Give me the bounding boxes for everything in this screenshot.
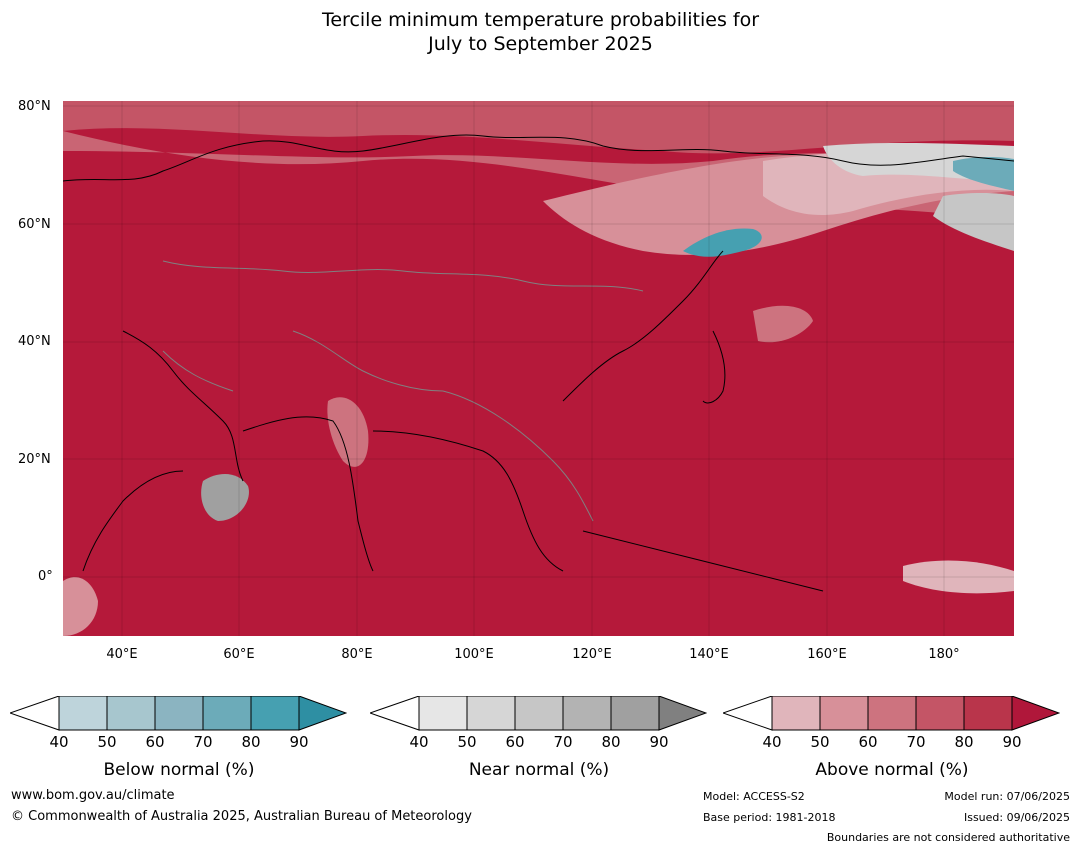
cb-near-tick-50: 50 [457,733,477,751]
cb-below-seg-2 [106,696,156,731]
cb-below-tick-40: 40 [49,733,69,751]
arctic-band-1 [63,101,1014,154]
cb-above-seg-5 [963,696,1013,731]
lon-label-160e: 160°E [807,647,847,662]
footer-model: Model: ACCESS-S2 [703,790,805,803]
cb-near-tick-70: 70 [553,733,573,751]
lat-label-60n: 60°N [18,217,51,232]
near-normal-bering [933,192,1014,251]
cb-near-seg-1 [418,696,468,731]
cb-near-seg-2 [466,696,516,731]
lat-label-0: 0° [38,569,53,584]
lon-label-80e: 80°E [341,647,373,662]
colorbar-near-title: Near normal (%) [468,760,610,780]
cb-below-tick-80: 80 [241,733,261,751]
lat-label-80n: 80°N [18,99,51,114]
cb-near-tick-40: 40 [409,733,429,751]
colorbar-below [10,696,347,731]
cb-near-seg-4 [562,696,612,731]
cb-below-seg-5 [250,696,300,731]
near-normal-arabian-sea [201,474,249,521]
cb-below-seg-3 [154,696,204,731]
cb-above-tick-50: 50 [810,733,830,751]
map-svg [63,101,1014,636]
cb-above-seg-0 [723,696,773,731]
cb-near-seg-6 [658,696,707,731]
cb-above-seg-4 [915,696,965,731]
cb-above-seg-6 [1011,696,1060,731]
colorbar-above-title: Above normal (%) [815,760,969,780]
colorbar-near [370,696,707,731]
graticule [63,101,1014,636]
pacific-light-patch [903,560,1014,594]
lat-label-20n: 20°N [18,452,51,467]
lon-label-40e: 40°E [106,647,138,662]
map-title: Tercile minimum temperature probabilitie… [0,8,1081,56]
colorbar-below-title: Below normal (%) [103,760,255,780]
cb-above-seg-1 [771,696,821,731]
cb-near-tick-90: 90 [649,733,669,751]
footer-website-link[interactable]: www.bom.gov.au/climate [11,788,175,803]
footer-copyright: © Commonwealth of Australia 2025, Austra… [11,809,472,824]
india-patch [327,397,369,467]
title-line-1: Tercile minimum temperature probabilitie… [321,9,760,31]
lat-label-40n: 40°N [18,334,51,349]
cb-above-tick-90: 90 [1002,733,1022,751]
footer-boundaries-note: Boundaries are not considered authoritat… [826,831,1070,844]
cb-above-tick-60: 60 [858,733,878,751]
footer-model-run: Model run: 07/06/2025 [944,790,1070,803]
cb-below-tick-70: 70 [193,733,213,751]
footer-base-period: Base period: 1981-2018 [703,811,836,824]
lon-label-140e: 140°E [689,647,729,662]
africa-patch [63,577,98,636]
below-normal-chukotka [953,156,1014,191]
cb-below-seg-0 [10,696,60,731]
title-line-2: July to September 2025 [428,33,653,55]
colorbar-above [723,696,1060,731]
cb-near-tick-80: 80 [601,733,621,751]
cb-above-tick-40: 40 [762,733,782,751]
lon-label-120e: 120°E [572,647,612,662]
coastlines [63,134,1014,592]
lon-label-180: 180° [928,647,960,662]
cb-below-seg-6 [298,696,347,731]
cb-above-tick-80: 80 [954,733,974,751]
cb-near-seg-3 [514,696,564,731]
japan-sea-patch [753,305,813,343]
country-borders [162,260,644,522]
cb-above-tick-70: 70 [906,733,926,751]
cb-below-tick-90: 90 [289,733,309,751]
cb-below-tick-50: 50 [97,733,117,751]
below-normal-okhotsk [683,228,762,257]
cb-below-seg-1 [58,696,108,731]
cb-near-seg-5 [610,696,660,731]
footer-issued: Issued: 09/06/2025 [963,811,1070,824]
cb-below-seg-4 [202,696,252,731]
probability-map [63,101,1014,636]
cb-above-seg-2 [819,696,869,731]
cb-above-seg-3 [867,696,917,731]
cb-near-tick-60: 60 [505,733,525,751]
cb-below-tick-60: 60 [145,733,165,751]
cb-near-seg-0 [370,696,420,731]
lon-label-60e: 60°E [223,647,255,662]
lon-label-100e: 100°E [454,647,494,662]
